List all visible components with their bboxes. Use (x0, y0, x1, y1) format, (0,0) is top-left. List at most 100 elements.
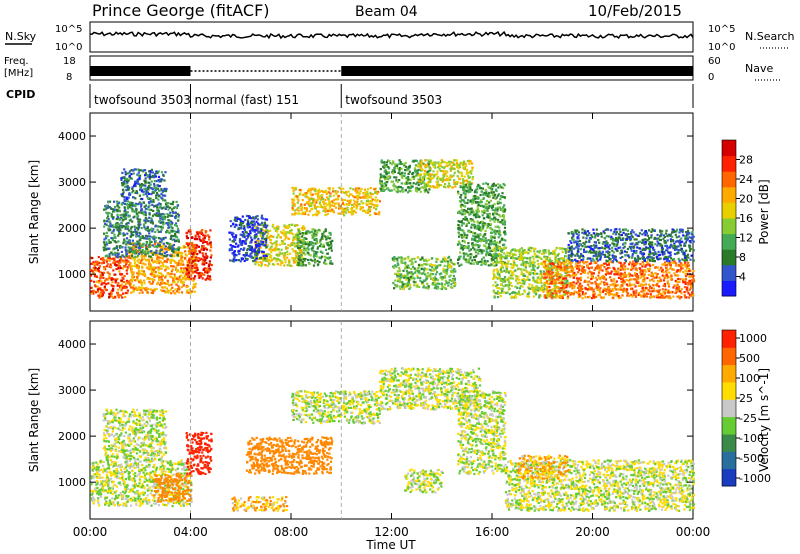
power-pixel (177, 229, 180, 232)
power-pixel (480, 204, 483, 207)
power-pixel (407, 278, 410, 281)
power-pixel (416, 269, 419, 273)
power-pixel (152, 268, 155, 271)
power-pixel (304, 210, 307, 214)
power-pixel (101, 282, 104, 285)
power-pixel (253, 217, 256, 220)
power-pixel (146, 195, 149, 198)
power-pixel (147, 197, 150, 200)
power-pixel (192, 260, 195, 263)
power-pixel (444, 257, 447, 261)
power-pixel (238, 237, 242, 241)
power-pixel (417, 183, 420, 187)
power-pixel (390, 180, 393, 183)
power-pixel (301, 264, 304, 267)
power-pixel (319, 202, 322, 205)
power-pixel (123, 275, 126, 278)
power-pixel (325, 241, 328, 244)
power-pixel (366, 190, 369, 193)
power-pixel (244, 242, 247, 245)
power-pixel (450, 261, 454, 264)
power-pixel (484, 206, 487, 209)
power-pixel (456, 243, 460, 246)
power-pixel (157, 266, 160, 269)
power-pixel (380, 159, 383, 162)
power-pixel (255, 253, 258, 256)
power-pixel (452, 163, 455, 166)
power-pixel (158, 237, 161, 240)
power-pixel (112, 253, 115, 256)
power-pixel (458, 235, 461, 238)
power-pixel (146, 252, 149, 255)
power-pixel (166, 254, 169, 257)
power-pixel (242, 257, 245, 260)
power-pixel (159, 225, 163, 228)
power-pixel (477, 210, 480, 213)
power-pixel (159, 230, 162, 233)
power-pixel (483, 244, 486, 247)
power-pixel (364, 209, 367, 212)
power-pixel (471, 202, 474, 205)
power-pixel (452, 271, 455, 274)
power-pixel (526, 295, 529, 298)
power-pixel (184, 266, 187, 269)
power-pixel (410, 184, 413, 187)
power-pixel (318, 190, 321, 193)
power-pixel (140, 227, 143, 230)
power-pixel (120, 224, 123, 228)
power-pixel (527, 278, 530, 281)
power-pixel (453, 279, 456, 282)
power-pixel (165, 241, 168, 245)
power-pixel (489, 252, 492, 256)
power-pixel (105, 220, 108, 223)
power-pixel (482, 226, 485, 230)
power-pixel (405, 181, 408, 184)
power-pixel (387, 175, 390, 178)
power-pixel (236, 216, 239, 219)
power-pixel (451, 186, 454, 189)
power-pixel (139, 218, 142, 221)
power-pixel (421, 178, 424, 181)
power-pixel (484, 223, 487, 226)
power-pixel (272, 235, 275, 238)
power-pixel (264, 239, 268, 242)
nsearch-label: N.Search (745, 30, 795, 43)
power-pixel (284, 261, 287, 264)
power-pixel (169, 206, 172, 209)
power-pixel (116, 213, 119, 216)
power-pixel (487, 224, 490, 227)
power-pixel (478, 226, 481, 229)
power-pixel (418, 265, 421, 268)
power-region-0 (90, 255, 130, 299)
power-pixel (125, 286, 128, 289)
power-pixel (139, 223, 142, 226)
power-pixel (384, 182, 387, 185)
power-pixel (393, 169, 396, 172)
power-pixel (433, 280, 436, 283)
power-pixel (488, 191, 491, 194)
power-pixel (328, 200, 331, 203)
power-pixel (339, 187, 342, 190)
power-pixel (158, 202, 161, 205)
nave-tick-bottom: 0 (708, 72, 714, 83)
power-pixel (235, 254, 238, 257)
freq-trace (90, 66, 693, 76)
power-pixel (406, 276, 409, 280)
power-pixel (427, 177, 431, 180)
power-pixel (205, 241, 209, 244)
power-pixel (420, 168, 423, 171)
power-pixel (153, 213, 156, 216)
power-pixel (183, 277, 186, 280)
power-pixel (281, 261, 284, 264)
power-pixel (319, 245, 322, 248)
power-pixel (316, 242, 319, 245)
power-pixel (440, 282, 444, 285)
power-pixel (465, 164, 468, 167)
power-region-7 (296, 228, 334, 267)
power-pixel (307, 252, 310, 255)
power-pixel (424, 273, 427, 276)
power-pixel (445, 270, 448, 273)
power-pixel (122, 181, 125, 184)
power-pixel (181, 278, 184, 281)
power-pixel (127, 222, 130, 225)
